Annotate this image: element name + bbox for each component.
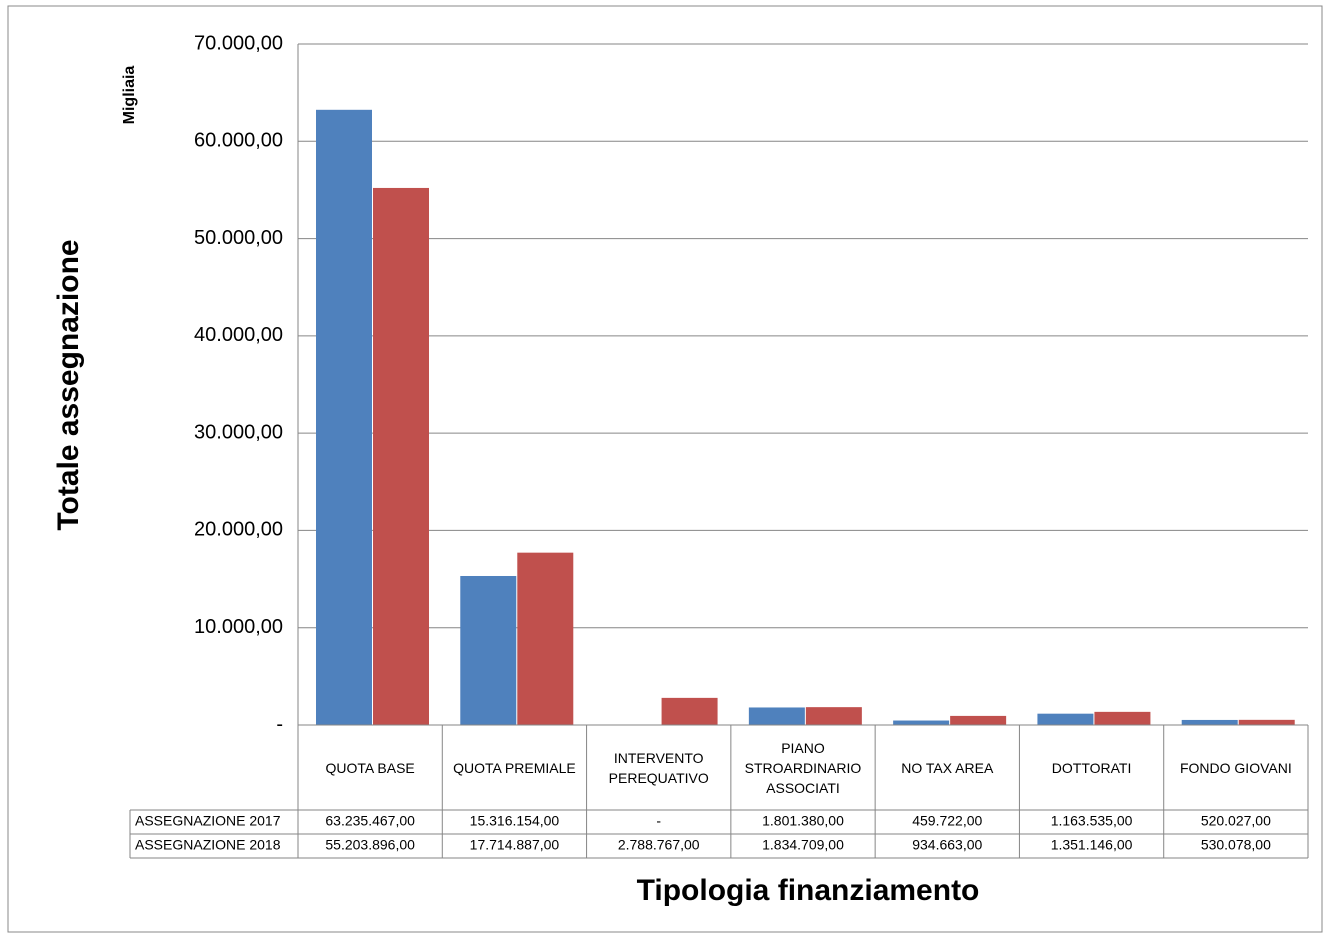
y-tick-label: 50.000,00: [194, 227, 283, 249]
table-value: 530.078,00: [1201, 837, 1271, 853]
table-value: 1.163.535,00: [1051, 813, 1133, 829]
bar: [1238, 719, 1295, 725]
y-tick-label: 40.000,00: [194, 324, 283, 346]
table-value: 1.351.146,00: [1051, 837, 1133, 853]
legend-label: ASSEGNAZIONE 2017: [135, 813, 281, 829]
y-tick-label: 10.000,00: [194, 616, 283, 638]
y-tick-label: 30.000,00: [194, 421, 283, 443]
x-tick-label: PIANO STROARDINARIO ASSOCIATI: [744, 739, 862, 796]
bar: [1181, 719, 1238, 725]
bar: [316, 109, 372, 725]
bar: [1094, 711, 1151, 725]
y-tick-label: -: [276, 713, 283, 735]
x-tick-label: INTERVENTO PEREQUATIVO: [608, 749, 709, 786]
category-cell: FONDO GIOVANI: [1179, 759, 1292, 776]
table-value: 2.788.767,00: [618, 837, 700, 853]
x-tick-label: FONDO GIOVANI: [1179, 759, 1292, 776]
frame: [7, 5, 1323, 933]
bar: [805, 707, 862, 725]
table-value: 55.203.896,00: [325, 837, 415, 853]
table-value: 1.834.709,00: [762, 837, 844, 853]
x-tick-label: DOTTORATI: [1051, 759, 1132, 776]
bar: [1037, 713, 1094, 725]
table-value: 17.714.887,00: [470, 837, 560, 853]
bar: [373, 187, 429, 726]
y-tick-label: 20.000,00: [194, 519, 283, 541]
bar: [661, 697, 718, 725]
category-cell: QUOTA PREMIALE: [453, 759, 576, 776]
legend-label: ASSEGNAZIONE 2018: [135, 837, 281, 853]
x-axis-title: Tipologia finanziamento: [637, 874, 980, 907]
bar: [893, 720, 950, 725]
bar: [950, 715, 1007, 725]
y-tick-label: 60.000,00: [194, 130, 283, 152]
table-value: 1.801.380,00: [762, 813, 844, 829]
x-tick-label: QUOTA BASE: [325, 759, 415, 776]
category-cell: NO TAX AREA: [901, 759, 994, 776]
table-value: 459.722,00: [912, 813, 982, 829]
unit-label: Migliaia: [121, 66, 138, 125]
category-cell: INTERVENTO PEREQUATIVO: [608, 749, 709, 786]
y-tick-label: 70.000,00: [194, 32, 283, 54]
category-cell: PIANO STROARDINARIO ASSOCIATI: [744, 739, 862, 796]
table-value: 520.027,00: [1201, 813, 1271, 829]
x-tick-label: QUOTA PREMIALE: [453, 759, 576, 776]
table-value: 63.235.467,00: [325, 813, 415, 829]
category-cell: DOTTORATI: [1051, 759, 1132, 776]
x-tick-label: NO TAX AREA: [901, 759, 994, 776]
bar: [517, 552, 574, 725]
table-value: 15.316.154,00: [470, 813, 560, 829]
y-axis-title: Totale assegnazione: [52, 239, 85, 530]
bar: [748, 707, 805, 725]
table-value: -: [656, 813, 661, 829]
category-cell: QUOTA BASE: [325, 759, 415, 776]
table-value: 934.663,00: [912, 837, 982, 853]
bar: [460, 575, 517, 725]
